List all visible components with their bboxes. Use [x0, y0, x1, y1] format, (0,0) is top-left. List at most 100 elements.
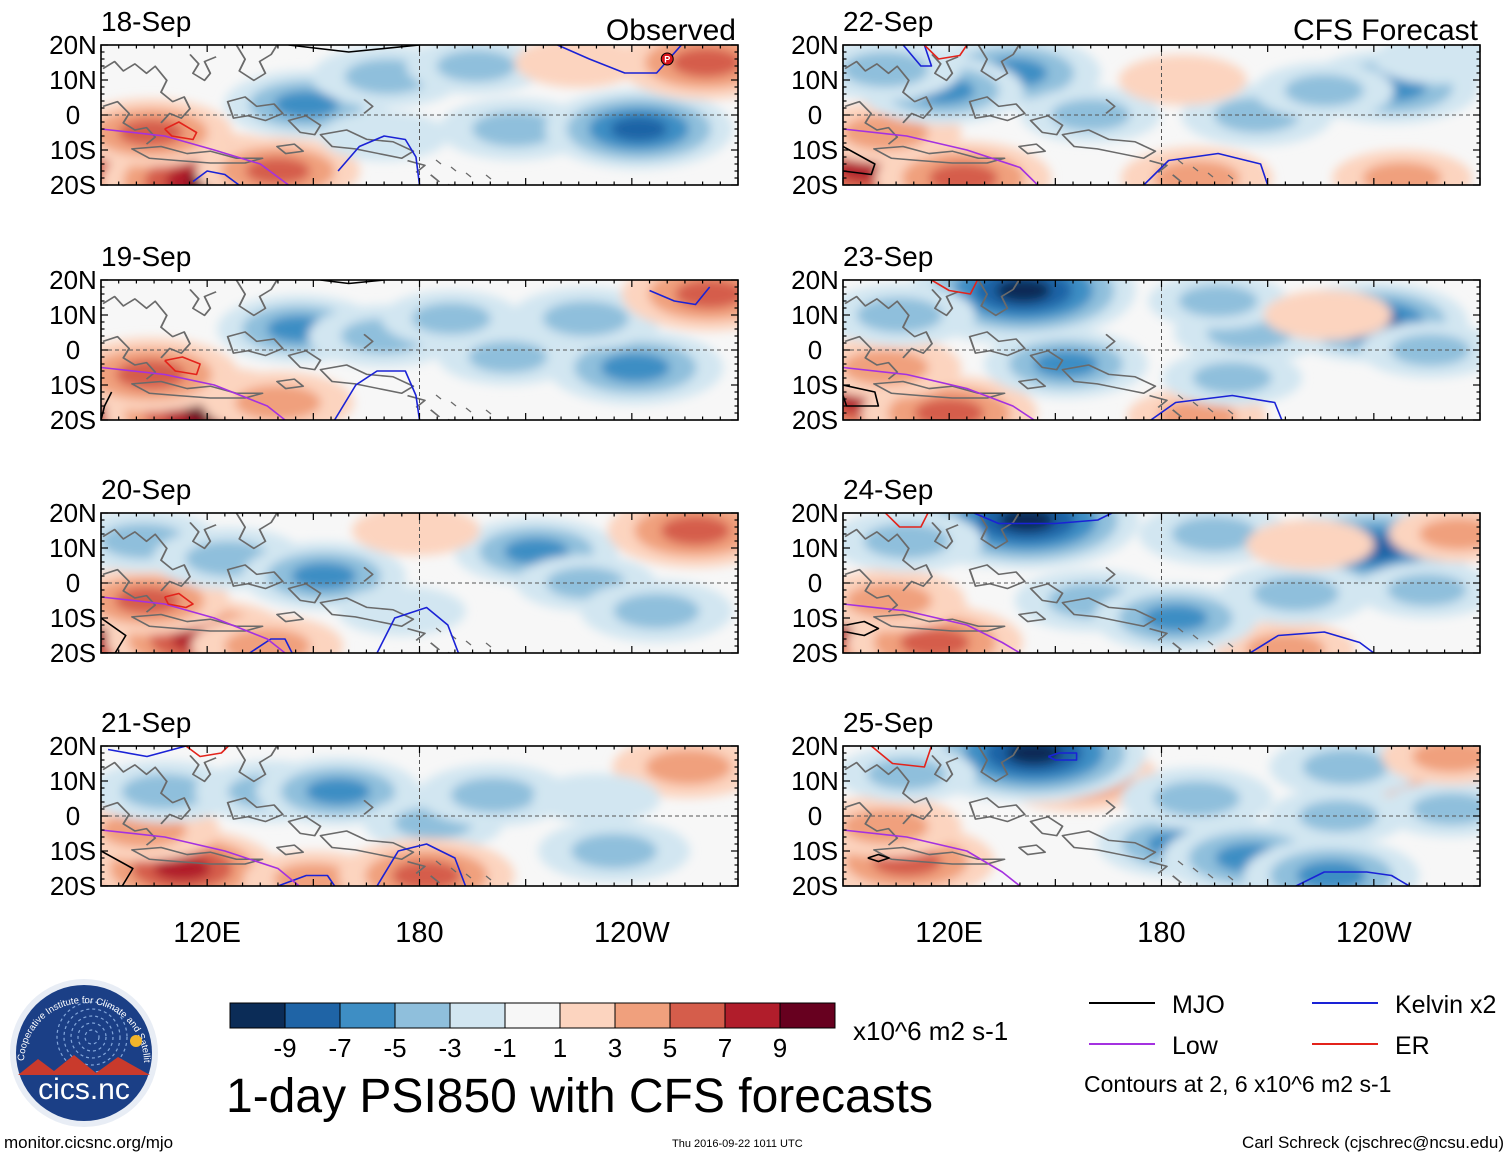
negative-anomaly-blob: [1143, 604, 1208, 632]
lat-label: 20N: [49, 265, 97, 295]
coastlines: [844, 280, 1193, 420]
er-contour: [164, 356, 201, 376]
tick-marks: [842, 44, 1481, 186]
coastline-segment: [287, 350, 322, 371]
coastline-segment: [363, 799, 374, 815]
coastline-segment: [189, 53, 217, 82]
negative-anomaly-blob: [610, 116, 668, 142]
negative-anomaly-blob: [863, 523, 950, 559]
anomaly-field: [101, 513, 738, 653]
island-mark: [450, 867, 457, 873]
lat-label: 20N: [791, 498, 839, 528]
mjo-contour: [843, 145, 876, 176]
logo-swirl-ring: [70, 1015, 114, 1059]
positive-anomaly-blob: [1245, 633, 1325, 653]
kelvin-contour: [337, 135, 421, 185]
lon-label: 180: [395, 917, 443, 949]
panel-25-sep: 20N 10N 0 10S 20S 25-Sep 120E 180 120W: [791, 707, 1481, 949]
coastline-segment: [1029, 115, 1064, 136]
panel-22-sep: 20N 10N 0 10S 20S 22-Sep CFS Forecast: [791, 6, 1481, 200]
kelvin-contour: [192, 170, 240, 185]
coastline-segment: [226, 331, 284, 357]
coastline-segment: [430, 174, 441, 183]
colorbar-units: x10^6 m2 s-1: [853, 1016, 1008, 1046]
positive-anomaly-blob: [1419, 518, 1480, 550]
panel-19-sep: 20N 10N 0 10S 20S 19-Sep: [49, 241, 739, 435]
coastline-segment: [407, 394, 426, 408]
positive-anomaly-blob: [115, 359, 186, 390]
coastline-segment: [226, 564, 284, 590]
coastline-segment: [844, 60, 933, 124]
positive-anomaly-blob: [1153, 160, 1240, 185]
panel-date-title: 19-Sep: [101, 241, 191, 272]
coastline-segment: [102, 335, 157, 380]
colorbar-swatch: [669, 1002, 726, 1029]
low-contour: [843, 603, 1021, 653]
negative-anomaly-blob: [1253, 575, 1339, 612]
island-group: [435, 860, 492, 881]
coastline-segment: [873, 846, 1006, 865]
coastline-segment: [235, 513, 278, 550]
lat-label: 20N: [49, 498, 97, 528]
coastline-segment: [1105, 566, 1116, 582]
coastline-segment: [931, 754, 959, 783]
negative-anomaly-blob: [472, 111, 559, 147]
coastline-segment: [226, 797, 284, 823]
positive-anomaly-blob: [900, 627, 970, 653]
coastline-segment: [1105, 98, 1116, 114]
colorbar-tick-label: -9: [273, 1033, 296, 1063]
coastline-segment: [276, 611, 305, 623]
panel-plot-area: P: [101, 45, 738, 185]
panel-date-title: 18-Sep: [101, 6, 191, 37]
negative-anomaly-blob: [337, 586, 466, 636]
colorbar-tick-label: 1: [553, 1033, 567, 1063]
island-group: [1177, 627, 1234, 648]
mjo-contour: [101, 391, 113, 420]
positive-anomaly-blob: [914, 398, 984, 420]
lon-label: 120E: [173, 917, 241, 949]
lat-label: 0: [66, 801, 80, 831]
positive-anomaly-blob: [843, 114, 929, 151]
coastline-segment: [1149, 860, 1168, 874]
coastline-segment: [287, 115, 322, 136]
coastline-segment: [430, 642, 441, 651]
coastline-segment: [1172, 174, 1183, 183]
tick-marks: [842, 279, 1481, 421]
panel-plot-area: [101, 746, 738, 886]
lat-label: 0: [808, 568, 822, 598]
island-mark: [435, 627, 442, 633]
kelvin-contour: [1249, 631, 1375, 653]
negative-anomaly-blob: [856, 297, 943, 333]
panel-date-title: 20-Sep: [101, 474, 191, 505]
coastline-segment: [189, 288, 217, 317]
island-mark: [1207, 172, 1214, 178]
lat-label: 10N: [791, 533, 839, 563]
tick-marks: [100, 279, 739, 421]
positive-anomaly-blob: [928, 163, 998, 185]
logo-name: cics.nc: [38, 1073, 130, 1106]
negative-anomaly-blob: [843, 51, 929, 88]
low-contour: [843, 829, 1021, 886]
coastline-segment: [102, 528, 191, 592]
negative-anomaly-blob: [1296, 860, 1367, 886]
panel-18-sep: P 20N 10N 0 10S 20S 18-Sep Observed: [49, 6, 739, 200]
low-contour: [843, 128, 1039, 185]
lat-label: 10N: [791, 766, 839, 796]
footer-url[interactable]: monitor.cicsnc.org/mjo: [4, 1133, 174, 1152]
lat-label: 10N: [791, 300, 839, 330]
positive-anomaly-blob: [1157, 400, 1237, 420]
coastline-segment: [189, 521, 217, 550]
lat-label: 10S: [792, 135, 838, 165]
tick-marks: [842, 745, 1481, 887]
negative-anomaly-blob: [436, 50, 516, 82]
negative-anomaly-blob: [1390, 334, 1471, 366]
logo-sun: [130, 1035, 142, 1047]
negative-anomaly-blob: [1006, 746, 1062, 766]
coastline-segment: [407, 627, 426, 641]
coastline-segment: [102, 295, 191, 359]
coastline-segment: [319, 129, 415, 160]
mjo-contour: [846, 620, 880, 637]
island-mark: [1177, 627, 1184, 633]
anomaly-field: [101, 746, 738, 886]
